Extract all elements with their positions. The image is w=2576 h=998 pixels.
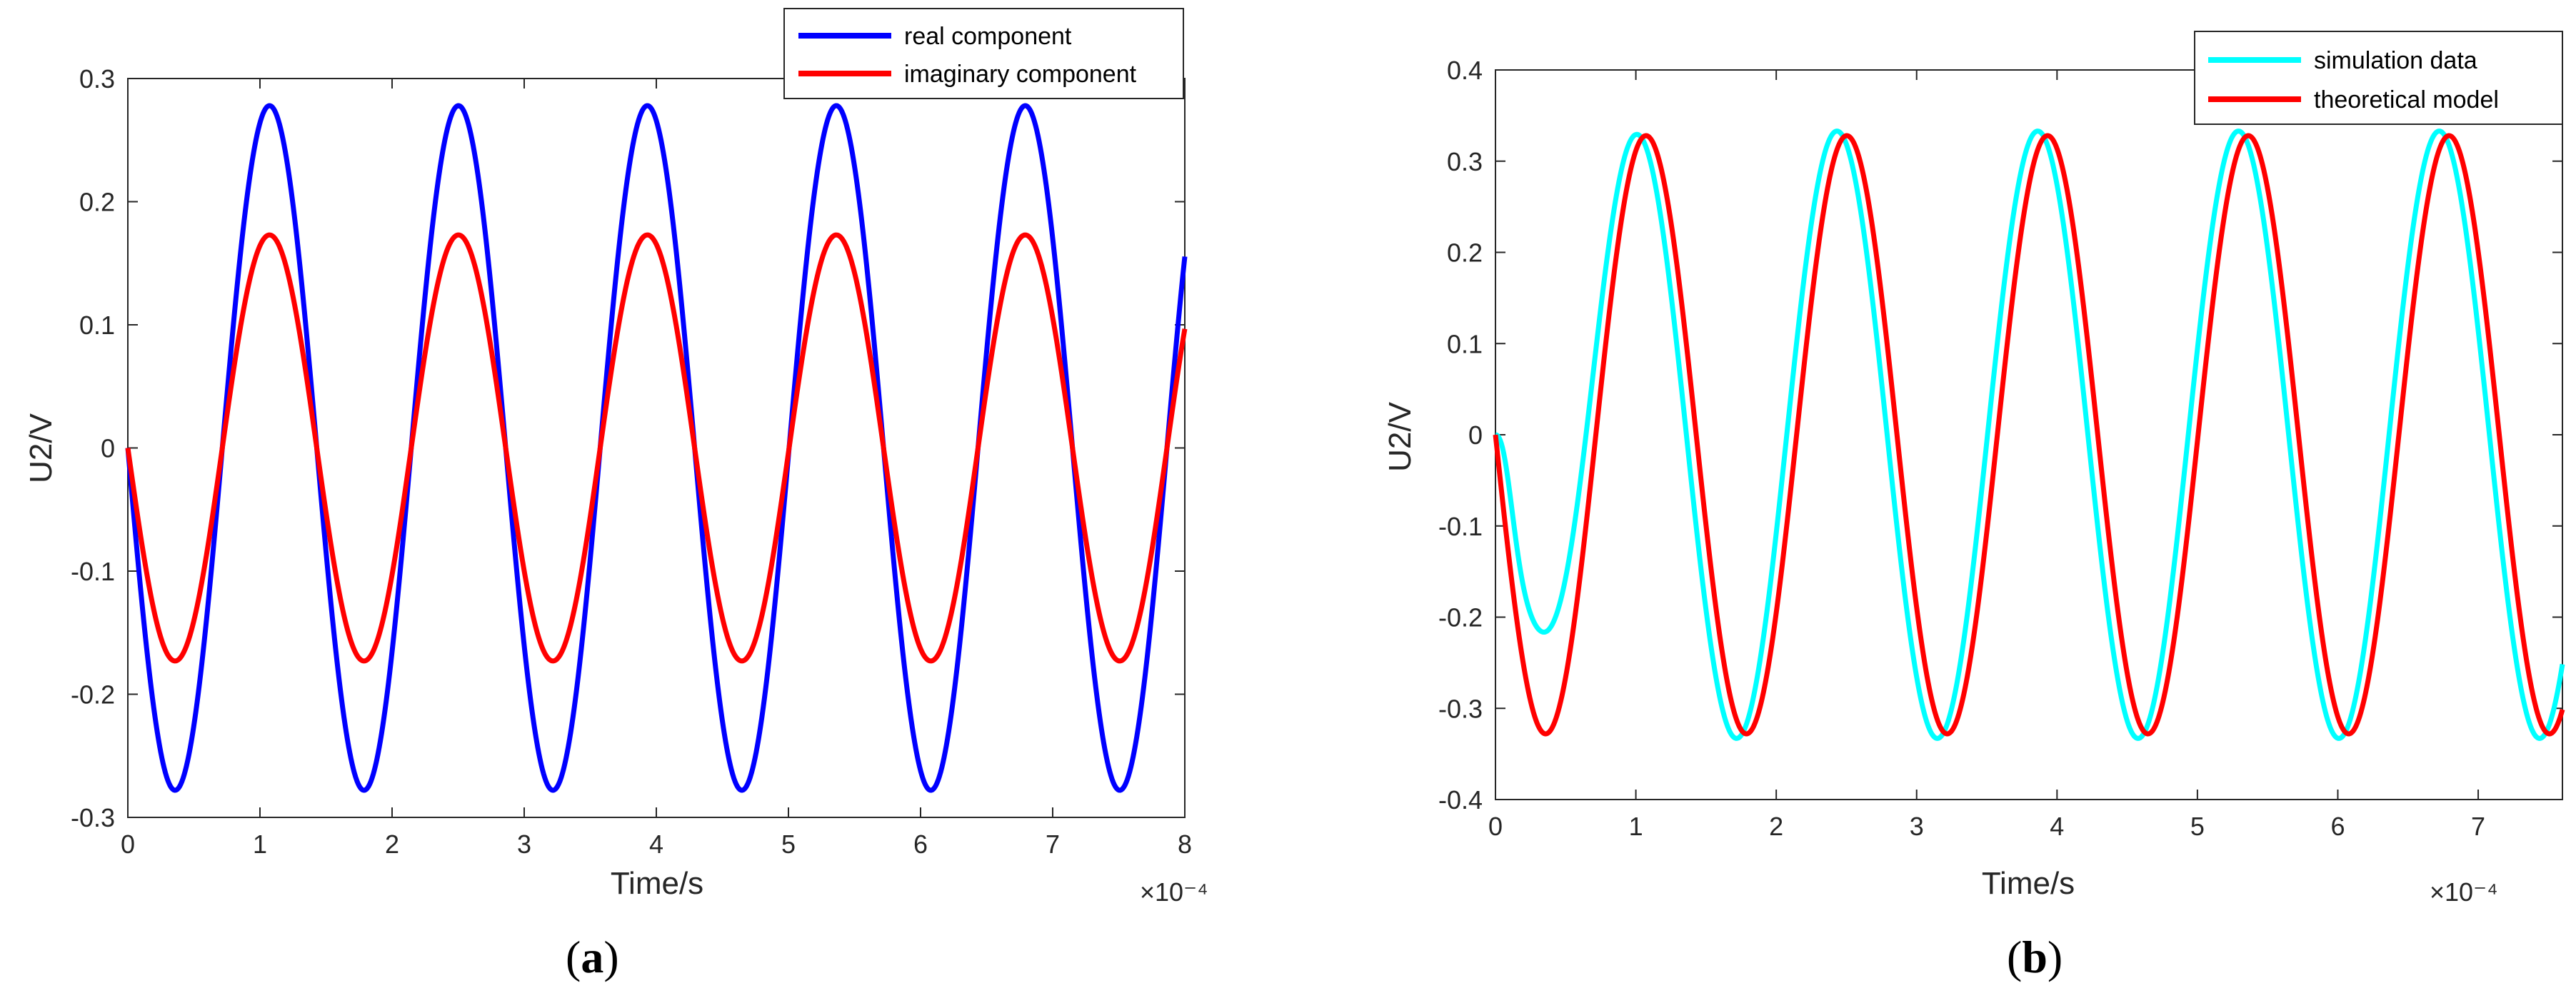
panel-label-a: (a) <box>566 932 619 982</box>
chart-a-ytick-label: -0.1 <box>71 557 115 586</box>
chart-b-ytick-label: -0.2 <box>1438 603 1483 632</box>
chart-b-xtick-label: 5 <box>2190 812 2205 841</box>
chart-b-ytick-label: 0 <box>1468 420 1483 450</box>
chart-b-legend-box <box>2194 31 2563 125</box>
chart-a-series-line-imaginary-component <box>125 232 1188 664</box>
chart-b-ytick-label: -0.3 <box>1438 694 1483 723</box>
chart-b-legend: simulation data theoretical model <box>2194 31 2563 125</box>
chart-a-xtick-label: 3 <box>517 830 531 859</box>
chart-b-series-line-simulation-data <box>1494 128 2565 741</box>
chart-b-ytick-label: 0.1 <box>1447 329 1483 358</box>
chart-a-xtick-label: 5 <box>781 830 796 859</box>
chart-b-xtick-label: 2 <box>1769 812 1783 841</box>
chart-a-legend: real component imaginary component <box>783 8 1184 99</box>
chart-b-series-line-theoretical-model <box>1493 133 2565 737</box>
chart-a-y-ticks: -0.3 -0.2 -0.1 0 0.1 0.2 0.3 <box>71 64 1185 832</box>
chart-b-ytick-label: 0.4 <box>1447 56 1483 85</box>
chart-b-xtick-label: 4 <box>2050 812 2064 841</box>
chart-a-xtick-label: 2 <box>385 830 399 859</box>
chart-b-legend-label-sim: simulation data <box>2314 47 2477 74</box>
chart-b-x-ticks: 0 1 2 3 4 5 6 7 <box>1488 70 2485 841</box>
chart-a-ytick-label: 0 <box>101 434 115 463</box>
chart-b-ytick-label: 0.2 <box>1447 238 1483 268</box>
chart-b-legend-label-theory: theoretical model <box>2314 86 2499 114</box>
chart-a-xtick-label: 7 <box>1046 830 1060 859</box>
chart-b-y-ticks: -0.4 -0.3 -0.2 -0.1 0 0.1 0.2 0.3 0.4 <box>1438 56 2562 815</box>
chart-a-ytick-label: 0.3 <box>79 64 115 94</box>
chart-b-ylabel: U2/V <box>1383 401 1418 471</box>
chart-a-x-ticks: 0 1 2 3 4 5 6 7 8 <box>121 79 1192 859</box>
chart-b-xtick-label: 6 <box>2330 812 2345 841</box>
chart-b-ytick-label: -0.1 <box>1438 512 1483 541</box>
chart-b-xtick-label: 1 <box>1629 812 1643 841</box>
chart-a-plot-area <box>127 78 1186 818</box>
chart-a-ytick-label: 0.2 <box>79 188 115 217</box>
chart-a-xtick-label: 8 <box>1178 830 1192 859</box>
chart-a-ytick-label: 0.1 <box>79 311 115 340</box>
chart-a-series <box>125 103 1188 793</box>
chart-a-ytick-label: -0.3 <box>71 803 115 832</box>
chart-b-exponent: ×10⁻⁴ <box>2430 877 2498 907</box>
chart-a-xlabel: Time/s <box>611 866 703 901</box>
chart-a-ytick-label: -0.2 <box>71 680 115 710</box>
chart-b-xtick-label: 7 <box>2471 812 2485 841</box>
chart-b-xlabel: Time/s <box>1982 866 2075 901</box>
chart-b-xtick-label: 3 <box>1910 812 1924 841</box>
chart-a-xtick-label: 4 <box>649 830 663 859</box>
panel-label-b: (b) <box>2007 932 2063 982</box>
chart-a-legend-box <box>783 8 1184 99</box>
chart-a-ylabel: U2/V <box>24 413 59 483</box>
chart-b-ytick-label: 0.3 <box>1447 147 1483 176</box>
chart-a-series-line-real-component <box>125 103 1188 793</box>
chart-a-legend-label-imag: imaginary component <box>904 61 1137 88</box>
chart-b-series <box>1493 128 2565 741</box>
chart-a-legend-label-real: real component <box>904 23 1072 50</box>
chart-b: -0.4 -0.3 -0.2 -0.1 0 0.1 0.2 0.3 0.4 0 1 2 3 4 5 6 7 T… <box>1383 31 2565 982</box>
chart-a-exponent: ×10⁻⁴ <box>1140 877 1208 907</box>
chart-b-xtick-label: 0 <box>1488 812 1503 841</box>
chart-b-ytick-label: -0.4 <box>1438 785 1483 815</box>
chart-a-xtick-label: 1 <box>253 830 267 859</box>
chart-a-xtick-label: 6 <box>913 830 928 859</box>
chart-a-xtick-label: 0 <box>121 830 135 859</box>
